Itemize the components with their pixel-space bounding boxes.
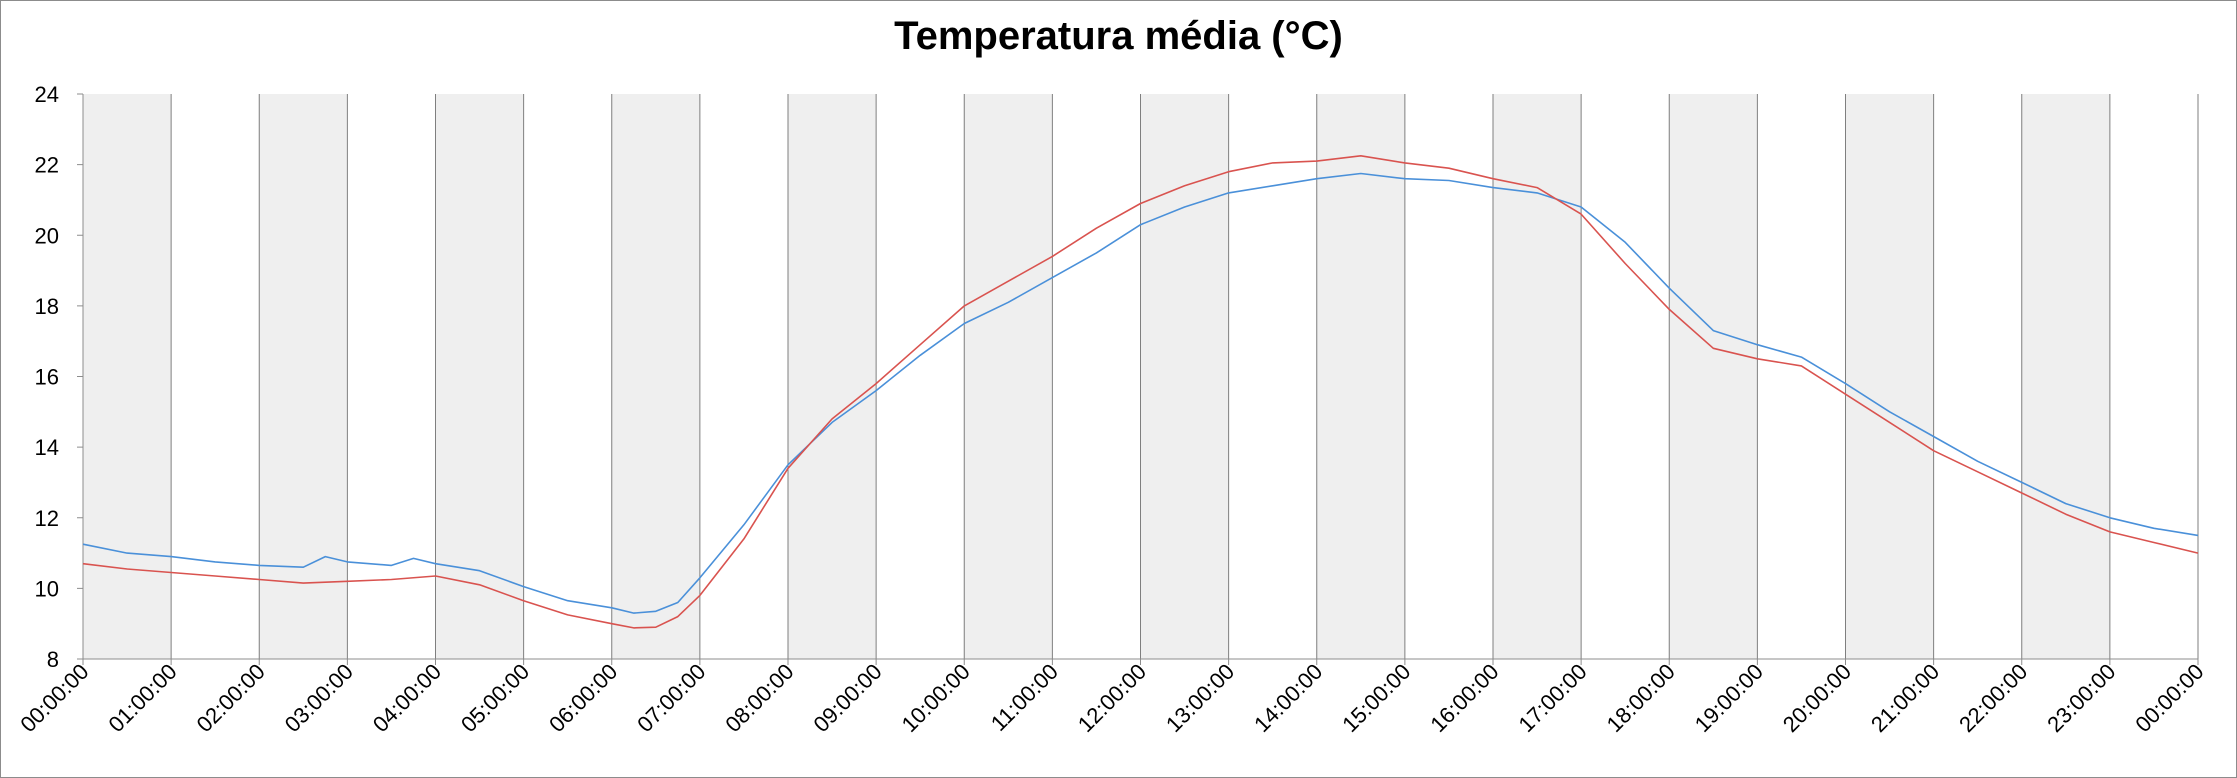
hour-band xyxy=(964,94,1053,659)
y-tick-label: 24 xyxy=(35,82,59,107)
hour-band xyxy=(1140,94,1229,659)
y-tick-label: 18 xyxy=(35,294,59,319)
x-tick-labels: 00:00:00 01:00:00 02:00:00 03:00:00 04:00:00… xyxy=(15,659,2208,737)
hour-band xyxy=(611,94,700,659)
hour-band xyxy=(1493,94,1582,659)
x-tick-label: 01:00:00 xyxy=(103,659,181,737)
x-tick-label: 02:00:00 xyxy=(192,659,270,737)
hour-band xyxy=(1669,94,1758,659)
x-tick-label: 04:00:00 xyxy=(368,659,446,737)
chart-title: Temperatura média (°C) xyxy=(894,14,1343,58)
x-tick-label: 17:00:00 xyxy=(1513,659,1591,737)
hour-gridlines xyxy=(82,94,2199,659)
x-tick-label: 22:00:00 xyxy=(1954,659,2032,737)
x-tick-label: 19:00:00 xyxy=(1690,659,1768,737)
x-tick-label: 15:00:00 xyxy=(1337,659,1415,737)
y-tick-label: 14 xyxy=(35,435,59,460)
x-tick-label: 16:00:00 xyxy=(1425,659,1503,737)
y-tick-label: 22 xyxy=(35,153,59,178)
x-tick-label: 10:00:00 xyxy=(897,659,975,737)
hour-band xyxy=(788,94,877,659)
y-tick-label: 8 xyxy=(47,647,59,672)
axes xyxy=(77,93,2199,665)
x-tick-label: 21:00:00 xyxy=(1866,659,1944,737)
x-tick-label: 23:00:00 xyxy=(2042,659,2120,737)
x-tick-label: 06:00:00 xyxy=(544,659,622,737)
x-tick-label: 07:00:00 xyxy=(632,659,710,737)
y-tick-label: 10 xyxy=(35,576,59,601)
hour-band xyxy=(259,94,348,659)
hour-band xyxy=(2021,94,2110,659)
y-tick-label: 20 xyxy=(35,223,59,248)
y-tick-label: 16 xyxy=(35,365,59,390)
x-tick-label: 03:00:00 xyxy=(280,659,358,737)
hour-band xyxy=(1845,94,1934,659)
hour-bands xyxy=(83,94,2110,659)
x-tick-label: 20:00:00 xyxy=(1778,659,1856,737)
x-tick-label: 05:00:00 xyxy=(456,659,534,737)
x-tick-label: 14:00:00 xyxy=(1249,659,1327,737)
series-line-2 xyxy=(82,155,2199,629)
series-lines xyxy=(82,155,2199,629)
x-tick-label: 09:00:00 xyxy=(808,659,886,737)
hour-band xyxy=(1316,94,1405,659)
y-tick-labels: 8 10 12 14 16 18 20 22 24 xyxy=(35,82,59,672)
x-tick-label: 18:00:00 xyxy=(1602,659,1680,737)
x-tick-label: 12:00:00 xyxy=(1073,659,1151,737)
x-tick-label: 08:00:00 xyxy=(720,659,798,737)
x-tick-label: 13:00:00 xyxy=(1161,659,1239,737)
y-tick-label: 12 xyxy=(35,506,59,531)
x-tick-label: 11:00:00 xyxy=(986,659,1063,736)
hour-band xyxy=(435,94,524,659)
x-tick-label: 00:00:00 xyxy=(2130,659,2208,737)
series-line-1 xyxy=(82,172,2199,614)
hour-band xyxy=(83,94,172,659)
